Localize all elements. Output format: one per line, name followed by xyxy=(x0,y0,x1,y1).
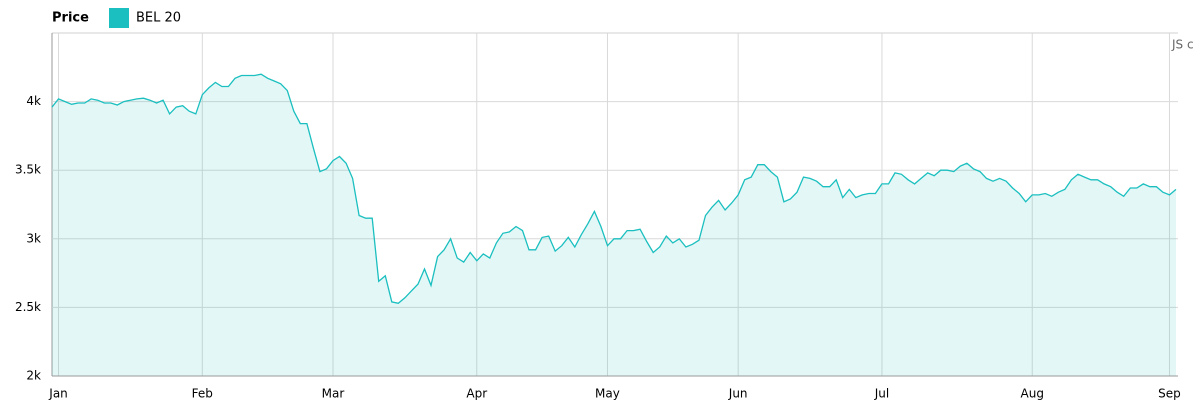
y-tick-label: 4k xyxy=(26,94,41,108)
credit: JS c xyxy=(1171,38,1194,52)
x-tick-label: Jul xyxy=(874,387,889,401)
y-tick-label: 3.5k xyxy=(15,163,41,177)
y-tick-label: 2k xyxy=(26,369,41,383)
area xyxy=(52,74,1176,376)
legend-title: Price xyxy=(52,11,89,26)
y-tick-label: 2.5k xyxy=(15,300,41,314)
x-tick-label: Feb xyxy=(192,387,213,401)
x-tick-label: Jan xyxy=(48,387,68,401)
x-tick-label: Aug xyxy=(1021,387,1044,401)
x-tick-label: Jun xyxy=(728,387,748,401)
x-tick-label: Sep xyxy=(1158,387,1181,401)
x-tick-label: Mar xyxy=(322,387,345,401)
x-tick-label: Apr xyxy=(466,387,487,401)
y-tick-label: 3k xyxy=(26,231,41,245)
legend-swatch[interactable] xyxy=(109,8,129,28)
x-tick-label: May xyxy=(595,387,620,401)
line xyxy=(51,73,1177,305)
legend-label[interactable]: BEL 20 xyxy=(136,11,181,26)
